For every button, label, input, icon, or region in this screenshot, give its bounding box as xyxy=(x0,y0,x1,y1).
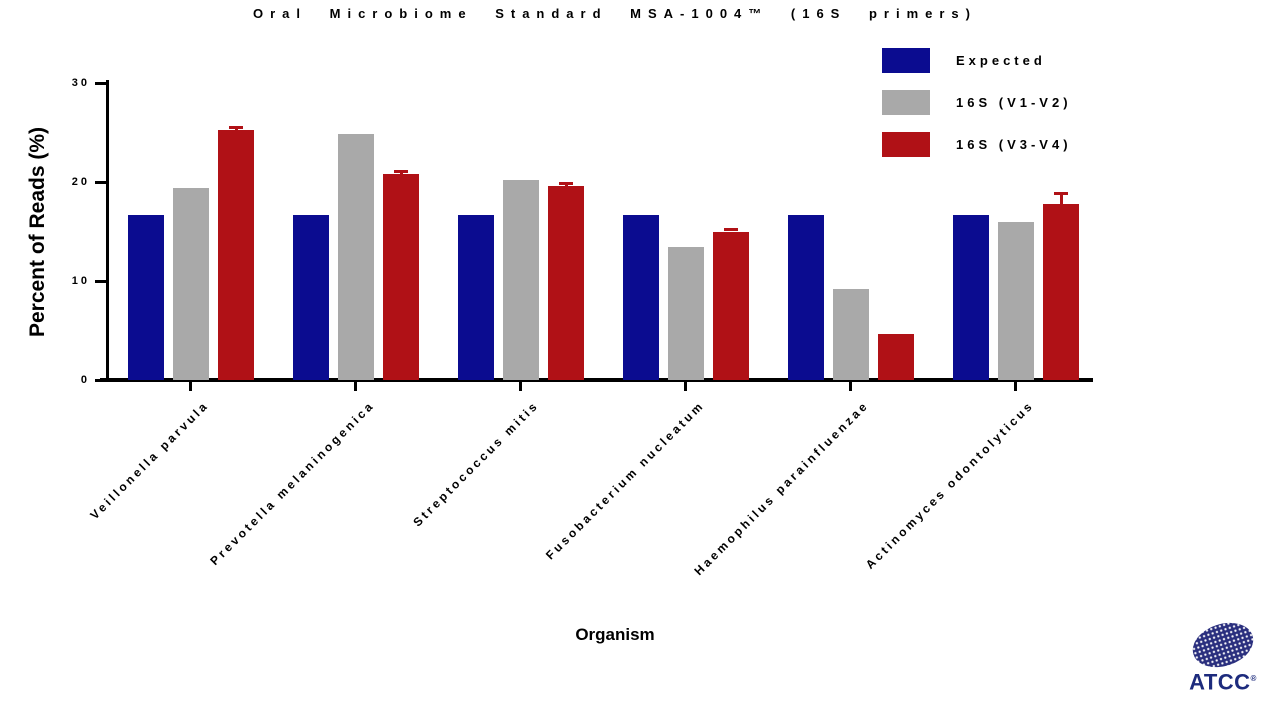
error-bar-stem-16s-v3-v4-actinomyces-odontolyticus xyxy=(1059,192,1063,204)
legend-swatch-16s-v1-v2 xyxy=(882,89,930,115)
y-axis-line xyxy=(106,80,109,382)
y-tick-label: 20 xyxy=(71,176,90,188)
y-tick-label: 30 xyxy=(71,77,90,89)
legend-label-16s-v1-v2: 16S (V1-V2) xyxy=(956,94,1072,110)
legend-item-16s-v1-v2: 16S (V1-V2) xyxy=(882,89,1072,115)
error-bar-cap-16s-v3-v4-prevotella-melaninogenica xyxy=(394,170,408,174)
bar-16s-v1-v2-prevotella-melaninogenica xyxy=(338,134,374,380)
bar-expected-actinomyces-odontolyticus xyxy=(953,214,989,380)
y-tick-label: 10 xyxy=(71,275,90,287)
x-tick xyxy=(683,382,687,391)
error-bar-cap-16s-v3-v4-fusobacterium-nucleatum xyxy=(724,228,738,232)
legend-swatch-16s-v3-v4 xyxy=(882,131,930,157)
x-category-label-haemophilus-parainfluenzae: Haemophilus parainfluenzae xyxy=(691,398,872,579)
x-category-label-streptococcus-mitis: Streptococcus mitis xyxy=(410,398,542,530)
legend-label-expected: Expected xyxy=(956,52,1046,68)
bar-16s-v3-v4-actinomyces-odontolyticus xyxy=(1043,203,1079,380)
bar-16s-v1-v2-veillonella-parvula xyxy=(173,187,209,380)
y-tick-label: 0 xyxy=(80,374,90,386)
error-bar-cap-16s-v3-v4-streptococcus-mitis xyxy=(559,181,573,185)
bar-16s-v1-v2-streptococcus-mitis xyxy=(503,180,539,380)
error-bar-cap-16s-v3-v4-actinomyces-odontolyticus xyxy=(1054,191,1068,195)
chart-title: Oral Microbiome Standard MSA-1004™ (16S … xyxy=(253,6,977,21)
atcc-logo-text: ATCC® xyxy=(1184,668,1262,693)
bar-expected-prevotella-melaninogenica xyxy=(293,214,329,380)
bar-16s-v1-v2-fusobacterium-nucleatum xyxy=(668,247,704,380)
x-axis-line xyxy=(100,378,1093,382)
legend-item-16s-v3-v4: 16S (V3-V4) xyxy=(882,131,1072,157)
legend-label-16s-v3-v4: 16S (V3-V4) xyxy=(956,136,1072,152)
atcc-logo: ATCC® xyxy=(1184,615,1262,693)
x-category-label-prevotella-melaninogenica: Prevotella melaninogenica xyxy=(206,398,377,568)
y-tick xyxy=(95,81,107,85)
bar-16s-v1-v2-haemophilus-parainfluenzae xyxy=(833,288,869,380)
y-tick xyxy=(95,378,107,382)
legend: Expected 16S (V1-V2) 16S (V3-V4) xyxy=(882,47,1072,173)
x-tick xyxy=(353,382,357,391)
atcc-wordmark: ATCC xyxy=(1189,669,1251,695)
error-bar-cap-16s-v3-v4-veillonella-parvula xyxy=(229,125,243,129)
x-tick xyxy=(848,382,852,391)
registered-mark: ® xyxy=(1250,674,1257,683)
bar-16s-v3-v4-prevotella-melaninogenica xyxy=(383,174,419,380)
x-axis-title: Organism xyxy=(575,625,655,644)
bar-16s-v3-v4-veillonella-parvula xyxy=(218,129,254,380)
x-category-label-veillonella-parvula: Veillonella parvula xyxy=(87,398,212,523)
legend-item-expected: Expected xyxy=(882,47,1072,73)
y-tick xyxy=(95,279,107,283)
atcc-globe-icon xyxy=(1187,615,1259,675)
x-category-label-fusobacterium-nucleatum: Fusobacterium nucleatum xyxy=(542,398,707,563)
bar-expected-streptococcus-mitis xyxy=(458,214,494,380)
bar-16s-v3-v4-fusobacterium-nucleatum xyxy=(713,231,749,380)
bar-expected-fusobacterium-nucleatum xyxy=(623,214,659,380)
y-tick xyxy=(95,180,107,184)
x-category-label-actinomyces-odontolyticus: Actinomyces odontolyticus xyxy=(863,398,1037,572)
bar-16s-v3-v4-streptococcus-mitis xyxy=(548,185,584,380)
x-tick xyxy=(518,382,522,391)
x-tick xyxy=(188,382,192,391)
legend-swatch-expected xyxy=(882,47,930,73)
bar-expected-veillonella-parvula xyxy=(128,214,164,380)
bar-expected-haemophilus-parainfluenzae xyxy=(788,214,824,380)
bar-16s-v3-v4-haemophilus-parainfluenzae xyxy=(878,334,914,380)
bar-16s-v1-v2-actinomyces-odontolyticus xyxy=(998,221,1034,380)
x-tick xyxy=(1013,382,1017,391)
